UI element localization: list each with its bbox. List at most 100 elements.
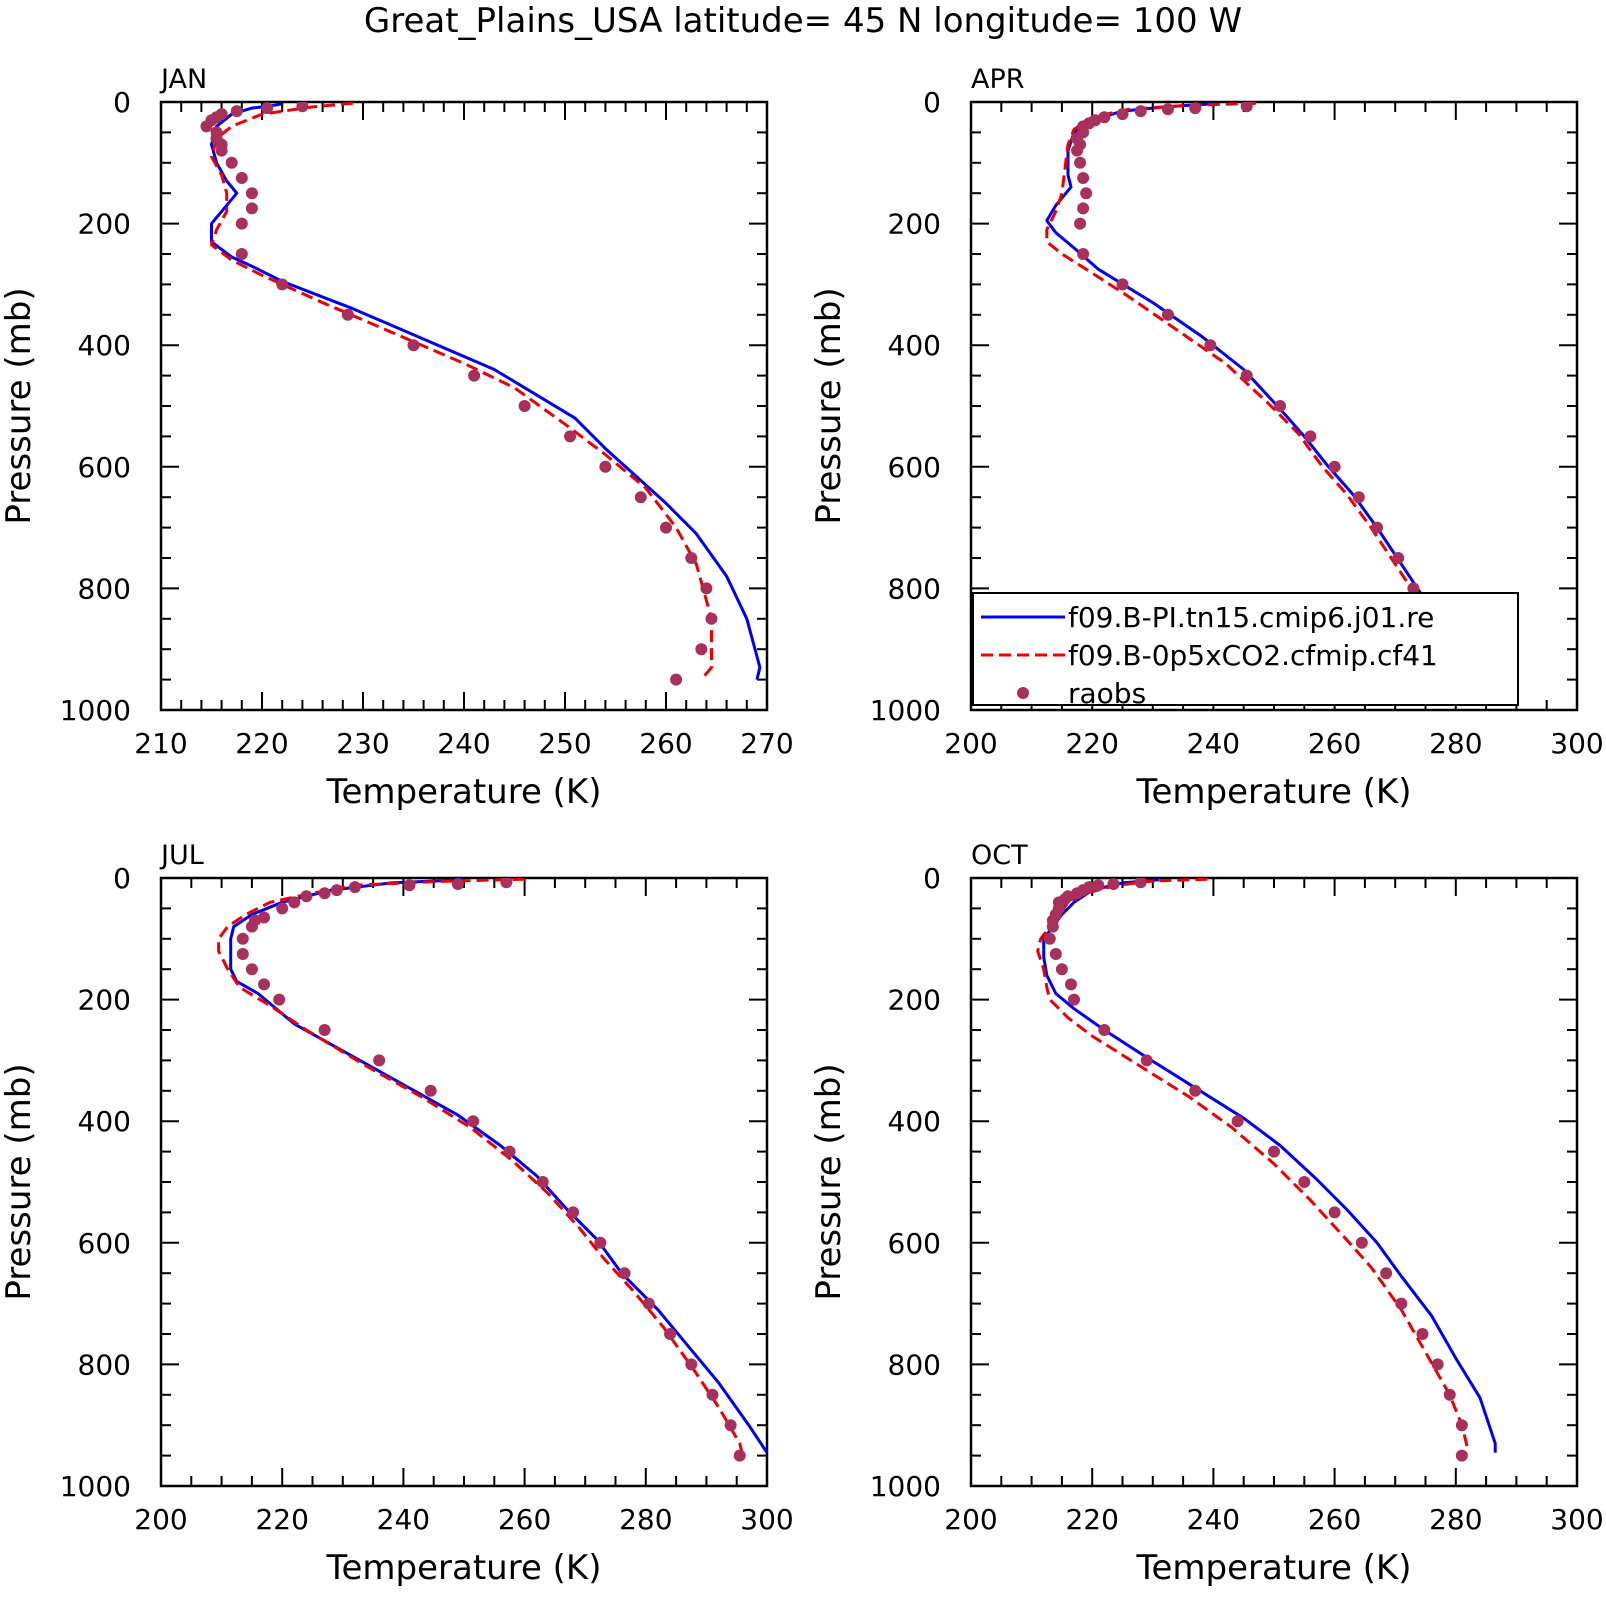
raobs-point [230,105,243,118]
raobs-point [341,308,354,321]
legend-marker [1017,687,1029,699]
y-axis-label: Pressure (mb) [0,1063,39,1300]
raobs-point [1392,552,1405,564]
x-tick-label: 220 [235,727,288,760]
panel-label: APR [971,64,1025,95]
x-tick-label: 240 [377,1503,430,1536]
raobs-point [235,248,248,260]
raobs-point [245,202,258,215]
x-tick-label: 280 [1429,727,1482,760]
raobs-point [1116,108,1129,121]
legend-label: raobs [1068,677,1146,710]
raobs-point [1407,582,1420,595]
y-tick-label: 200 [888,208,941,241]
raobs-point [245,920,258,933]
raobs-point [642,1297,655,1310]
x-tick-label: 220 [255,1503,308,1536]
raobs-point [258,911,271,924]
raobs-point [200,120,213,133]
y-tick-label: 600 [78,1227,131,1260]
raobs-point [1380,1267,1393,1280]
raobs-point [660,521,672,534]
x-tick-label: 280 [1429,1503,1482,1536]
raobs-point [518,400,531,412]
raobs-point [567,1206,580,1219]
raobs-point [273,993,286,1006]
plot-data [217,878,767,1462]
series-line-0p5xco2 [1036,878,1470,1450]
raobs-point [1240,102,1253,113]
raobs-point [1134,878,1147,889]
y-tick-label: 0 [113,86,131,119]
raobs-point [1049,948,1062,960]
y-axis-label: Pressure (mb) [809,1063,849,1300]
raobs-point [225,156,238,169]
x-tick-label: 260 [1308,1503,1361,1536]
raobs-point [1074,217,1087,230]
raobs-point [685,552,698,564]
y-axis-label: Pressure (mb) [0,287,39,524]
x-tick-label: 300 [1550,1503,1603,1536]
series-line-pi [229,878,767,1454]
raobs-point [695,643,708,656]
x-tick-label: 210 [134,727,187,760]
y-tick-label: 600 [78,451,131,484]
raobs-point [1455,1419,1468,1432]
x-tick-label: 300 [740,1503,793,1536]
legend-label: f09.B-PI.tn15.cmip6.j01.re [1068,601,1434,634]
y-tick-label: 1000 [870,1470,941,1503]
legend-box [972,592,1519,706]
raobs-series [1071,102,1459,686]
plot-data [1036,878,1497,1462]
raobs-point [1274,400,1287,412]
legend: f09.B-PI.tn15.cmip6.j01.re f09.B-0p5xCO2.… [972,592,1519,710]
raobs-point [236,932,249,945]
series-line-pi [1042,878,1497,1453]
series-line-0p5xco2 [1045,102,1458,678]
raobs-point [706,1388,719,1401]
y-tick-label: 1000 [60,694,131,727]
raobs-point [236,948,249,960]
y-tick-label: 800 [78,572,131,605]
raobs-point [1098,1024,1111,1036]
raobs-point [1077,248,1090,260]
legend-label: f09.B-0p5xCO2.cfmip.cf41 [1068,639,1438,672]
raobs-point [599,460,612,473]
raobs-point [296,102,309,113]
y-tick-label: 1000 [60,1470,131,1503]
raobs-point [276,278,289,291]
raobs-point [705,612,718,625]
raobs-point [1431,1358,1444,1371]
panel-label: JUL [159,840,204,871]
y-tick-label: 0 [113,862,131,895]
raobs-point [1068,993,1081,1006]
y-tick-label: 400 [888,329,941,362]
raobs-point [1240,369,1253,382]
y-tick-label: 800 [888,1348,941,1381]
raobs-point [451,878,464,891]
raobs-point [733,1449,746,1462]
raobs-point [724,1419,737,1432]
raobs-point [1071,144,1084,157]
raobs-point [1455,1449,1468,1462]
raobs-point [261,102,274,115]
x-tick-label: 250 [538,727,591,760]
y-tick-label: 200 [78,984,131,1017]
y-tick-label: 800 [888,572,941,605]
y-tick-label: 200 [78,208,131,241]
raobs-point [1371,521,1384,534]
raobs-point [407,339,420,352]
y-axis-label: Pressure (mb) [809,287,849,524]
x-axis-label: Temperature (K) [1135,1548,1411,1588]
series-line-0p5xco2 [210,102,713,681]
raobs-point [235,217,248,230]
raobs-point [1189,1084,1202,1097]
raobs-point [1161,103,1174,116]
raobs-point [1043,932,1056,945]
raobs-point [403,879,416,892]
raobs-point [1189,102,1202,115]
x-tick-label: 230 [336,727,389,760]
raobs-point [1092,879,1105,892]
